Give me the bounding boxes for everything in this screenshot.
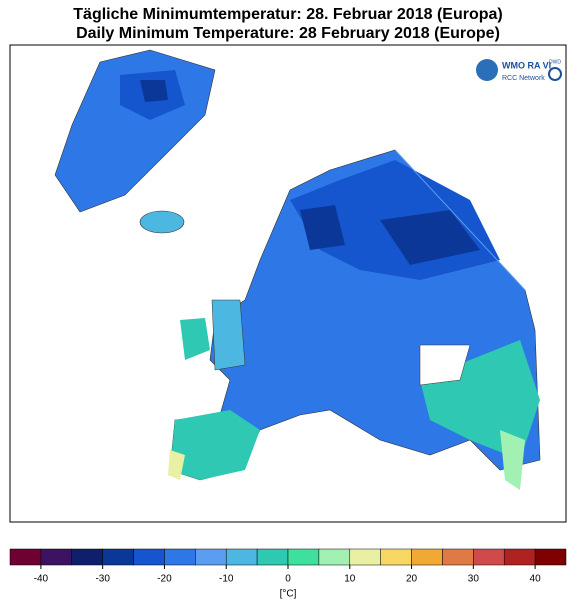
colorbar-tick-label: -20 xyxy=(157,574,172,585)
russia-cold xyxy=(380,210,480,265)
colorbar-bin xyxy=(225,548,258,566)
map xyxy=(9,44,567,523)
colorbar-tick-label: -30 xyxy=(95,574,110,585)
colorbar-bin xyxy=(503,548,536,566)
colorbar-tick-label: 40 xyxy=(530,574,542,585)
colorbar-bin xyxy=(164,548,196,566)
colorbar-tick-label: 30 xyxy=(468,574,480,585)
colorbar-bin xyxy=(287,548,320,566)
scandinavia-cold xyxy=(300,205,345,250)
logo-org: WMO RA VI xyxy=(502,60,551,70)
colorbar-tick-label: -40 xyxy=(34,574,49,585)
iberia-warm xyxy=(168,450,185,480)
colorbar-bin xyxy=(411,548,443,566)
colorbar-bin xyxy=(534,548,567,566)
colorbar-bin xyxy=(195,548,227,566)
colorbar-bin xyxy=(40,548,73,566)
logo: WMO RA VI RCC Network DWD xyxy=(476,59,562,82)
colorbar-tick-label: 20 xyxy=(406,574,418,585)
iceland xyxy=(139,210,185,234)
black-sea xyxy=(419,344,471,386)
greenland-cold xyxy=(140,80,168,102)
colorbar-bin xyxy=(133,548,165,566)
colorbar-bin xyxy=(102,548,134,566)
colorbar-bin xyxy=(71,548,103,566)
colorbar-bin xyxy=(349,548,381,566)
ireland xyxy=(180,318,210,360)
data-edge xyxy=(394,149,526,291)
colorbar-tick-label: 10 xyxy=(344,574,356,585)
title-de: Tägliche Minimumtemperatur: 28. Februar … xyxy=(73,6,502,23)
title-en: Daily Minimum Temperature: 28 February 2… xyxy=(76,25,500,42)
logo-dwd: DWD xyxy=(549,59,561,65)
colorbar-bin xyxy=(473,548,505,566)
dwd-emblem xyxy=(548,67,562,81)
logo-network: RCC Network xyxy=(502,75,545,82)
colorbar-bin xyxy=(256,548,289,566)
levant xyxy=(500,430,525,490)
wmo-emblem xyxy=(476,59,498,81)
colorbar-bin xyxy=(318,548,351,566)
iberia xyxy=(170,410,260,480)
colorbar-unit: [°C] xyxy=(280,589,297,600)
colorbar-bin xyxy=(380,548,412,566)
colorbar: -40 -30 -20 -10 0 10 20 30 40 xyxy=(9,548,567,585)
colorbar-tick-label: -10 xyxy=(219,574,234,585)
colorbar-bin xyxy=(442,548,474,566)
colorbar-bin xyxy=(9,548,42,566)
britain xyxy=(211,299,246,371)
colorbar-tick-label: 0 xyxy=(285,574,291,585)
